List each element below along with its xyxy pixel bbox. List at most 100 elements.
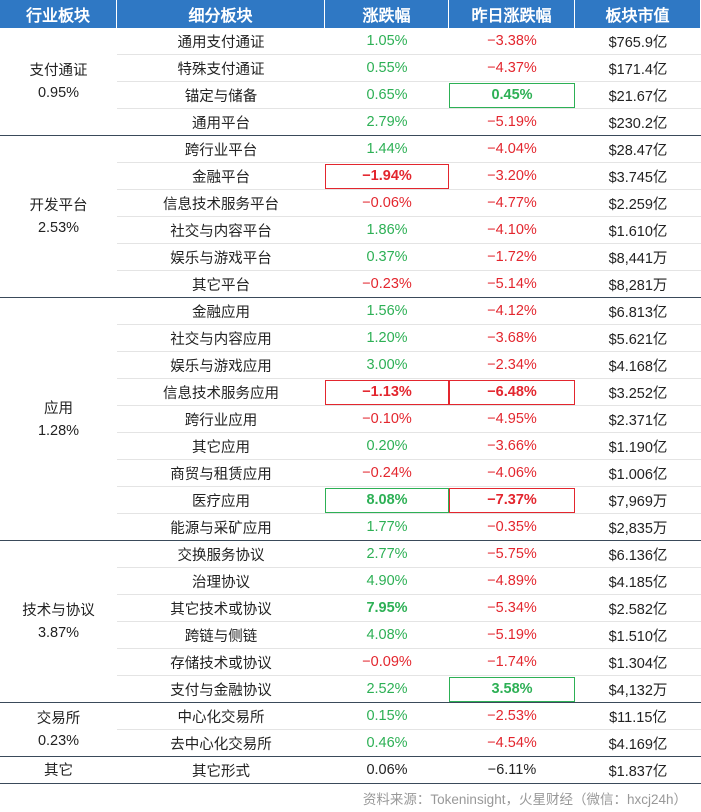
prev-value: −7.37%	[449, 487, 575, 513]
change-cell: 0.20%	[325, 433, 449, 460]
group-divider	[0, 702, 701, 703]
prev-cell: −7.37%	[449, 487, 575, 514]
change-cell: 0.46%	[325, 730, 449, 757]
prev-cell: −3.66%	[449, 433, 575, 460]
prev-cell: −3.68%	[449, 325, 575, 352]
prev-value: −5.19%	[487, 627, 537, 643]
group-name: 支付通证	[29, 63, 88, 79]
change-value: 0.65%	[366, 87, 408, 103]
prev-value: −5.34%	[487, 600, 537, 616]
market-cap: $1.610亿	[575, 217, 701, 244]
market-cap: $6.136亿	[575, 541, 701, 568]
prev-value: −4.04%	[487, 141, 537, 157]
prev-cell: −4.10%	[449, 217, 575, 244]
change-cell: −0.06%	[325, 190, 449, 217]
change-value: 1.20%	[366, 330, 408, 346]
change-cell: −0.10%	[325, 406, 449, 433]
change-value: 4.08%	[366, 627, 408, 643]
change-cell: 4.08%	[325, 622, 449, 649]
header-cell: 昨日涨跌幅	[449, 0, 575, 28]
prev-cell: −4.95%	[449, 406, 575, 433]
change-value: 0.55%	[366, 60, 408, 76]
market-cap: $4.185亿	[575, 568, 701, 595]
market-cap: $3.252亿	[575, 379, 701, 406]
segment-name: 其它应用	[117, 433, 325, 460]
prev-value: −3.68%	[487, 330, 537, 346]
source-note: 资料来源：Tokeninsight，火星财经（微信：hxcj24h）	[362, 792, 687, 807]
change-cell: −1.13%	[325, 379, 449, 406]
group-change: 0.95%	[37, 85, 80, 101]
prev-cell: −4.77%	[449, 190, 575, 217]
group-divider	[0, 135, 701, 136]
change-value: −1.94%	[325, 163, 449, 189]
change-cell: 0.65%	[325, 82, 449, 109]
segment-name: 治理协议	[117, 568, 325, 595]
market-cap: $5.621亿	[575, 325, 701, 352]
market-cap: $21.67亿	[575, 82, 701, 109]
prev-value: −5.19%	[487, 114, 537, 130]
group-name: 应用	[44, 400, 73, 417]
group-divider	[0, 783, 701, 784]
change-cell: −1.94%	[325, 163, 449, 190]
market-cap: $28.47亿	[575, 136, 701, 163]
segment-name: 跨链与侧链	[117, 622, 325, 649]
market-cap: $4.168亿	[575, 352, 701, 379]
prev-value: −2.34%	[487, 357, 537, 373]
segment-name: 通用支付通证	[117, 28, 325, 55]
segment-name: 社交与内容平台	[117, 217, 325, 244]
change-value: −0.10%	[362, 411, 412, 427]
header-cell: 行业板块	[0, 0, 117, 28]
change-cell: 2.79%	[325, 109, 449, 136]
group-divider	[0, 297, 701, 298]
segment-name: 锚定与储备	[117, 82, 325, 109]
group-change: 0.23%	[37, 733, 80, 749]
change-cell: −0.24%	[325, 460, 449, 487]
change-value: 3.00%	[366, 357, 408, 373]
prev-cell: 3.58%	[449, 676, 575, 703]
group-cell: 其它	[0, 757, 117, 784]
market-cap: $2.259亿	[575, 190, 701, 217]
segment-name: 商贸与租赁应用	[117, 460, 325, 487]
change-value: 1.86%	[366, 222, 408, 238]
market-cap: $1.190亿	[575, 433, 701, 460]
prev-cell: −3.38%	[449, 28, 575, 55]
segment-name: 医疗应用	[117, 487, 325, 514]
change-cell: 0.15%	[325, 703, 449, 730]
prev-cell: 0.45%	[449, 82, 575, 109]
prev-value: −4.95%	[487, 411, 537, 427]
change-value: 2.79%	[366, 114, 408, 130]
segment-name: 娱乐与游戏平台	[117, 244, 325, 271]
prev-value: −6.48%	[449, 379, 575, 405]
group-change: 2.53%	[37, 220, 80, 236]
change-value: −0.23%	[362, 276, 412, 292]
group-name: 其它	[44, 762, 73, 779]
change-cell: 1.86%	[325, 217, 449, 244]
prev-value: −4.77%	[487, 195, 537, 211]
prev-value: 0.45%	[449, 82, 575, 108]
change-cell: 4.90%	[325, 568, 449, 595]
prev-cell: −4.04%	[449, 136, 575, 163]
prev-cell: −4.37%	[449, 55, 575, 82]
change-cell: 0.37%	[325, 244, 449, 271]
change-value: 1.05%	[366, 33, 408, 49]
segment-name: 跨行业平台	[117, 136, 325, 163]
market-cap: $7,969万	[575, 487, 701, 514]
group-divider	[0, 540, 701, 541]
prev-cell: −5.19%	[449, 622, 575, 649]
change-value: 8.08%	[325, 487, 449, 513]
prev-value: −4.54%	[487, 735, 537, 751]
change-value: 0.37%	[366, 249, 408, 265]
prev-value: −0.35%	[487, 519, 537, 535]
change-value: 0.06%	[366, 762, 408, 778]
group-divider	[0, 756, 701, 757]
prev-cell: −2.53%	[449, 703, 575, 730]
group-change: 3.87%	[37, 625, 80, 641]
change-cell: 1.77%	[325, 514, 449, 541]
change-value: 1.44%	[366, 141, 408, 157]
header-cell: 板块市值	[575, 0, 701, 28]
group-change: 1.28%	[37, 422, 80, 439]
change-value: 0.15%	[366, 708, 408, 724]
prev-value: −3.38%	[487, 33, 537, 49]
prev-cell: −3.20%	[449, 163, 575, 190]
change-cell: 2.77%	[325, 541, 449, 568]
